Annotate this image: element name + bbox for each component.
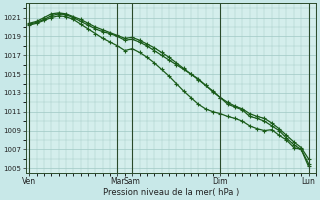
X-axis label: Pression niveau de la mer( hPa ): Pression niveau de la mer( hPa ) (103, 188, 239, 197)
